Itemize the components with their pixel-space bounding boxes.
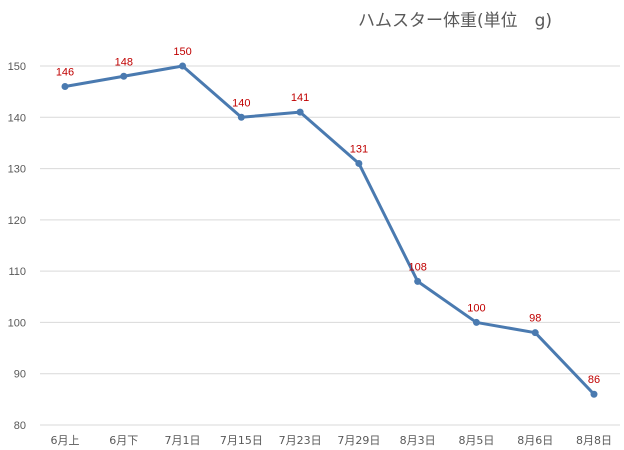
data-label: 146	[56, 67, 74, 79]
y-tick-label-130: 130	[8, 164, 26, 176]
series-line	[63, 64, 596, 396]
data-label: 131	[350, 143, 368, 155]
y-tick-label-140: 140	[8, 112, 26, 124]
x-tick-label: 8月5日	[458, 434, 494, 447]
data-label: 140	[232, 97, 250, 109]
data-point	[179, 62, 187, 70]
x-tick-label: 7月15日	[220, 434, 263, 447]
x-tick-label: 8月8日	[576, 434, 612, 447]
x-axis-ticks: 6月上 6月下 7月1日 7月15日 7月23日 7月29日 8月3日 8月5日 8月6日 8月8…	[51, 434, 613, 447]
x-tick-label: 8月6日	[517, 434, 553, 447]
data-point	[61, 83, 69, 91]
data-label: 148	[115, 56, 133, 68]
series-group	[61, 62, 598, 398]
data-label: 108	[408, 261, 426, 273]
x-tick-label: 6月上	[51, 434, 80, 447]
data-point	[590, 390, 598, 398]
data-label: 98	[529, 313, 541, 325]
y-tick-label-100: 100	[8, 317, 26, 329]
y-tick-label-120: 120	[8, 215, 26, 227]
data-label: 86	[588, 374, 600, 386]
x-tick-label: 7月1日	[165, 434, 201, 447]
x-tick-label: 8月3日	[400, 434, 436, 447]
chart-title: ハムスター体重(単位 g)	[358, 11, 552, 31]
data-labels: 146 148 150 140 141 131 108 100 98 86	[56, 46, 600, 386]
gridlines	[40, 65, 620, 426]
data-point	[296, 108, 304, 116]
y-axis-ticks: 80 90 100 110 120 130 140 150	[8, 61, 26, 432]
data-point	[414, 277, 422, 285]
data-label: 100	[467, 302, 485, 314]
x-tick-label: 7月29日	[337, 434, 380, 447]
data-label: 150	[173, 46, 191, 58]
y-tick-label-90: 90	[14, 369, 26, 381]
data-label: 141	[291, 92, 309, 104]
y-tick-label-110: 110	[8, 266, 26, 278]
data-point	[531, 329, 539, 337]
data-point	[472, 318, 480, 326]
x-tick-label: 7月23日	[279, 434, 322, 447]
y-tick-label-80: 80	[14, 420, 26, 432]
y-tick-label-150: 150	[8, 61, 26, 73]
data-point	[120, 72, 128, 80]
data-point	[237, 113, 245, 121]
x-tick-label: 6月下	[109, 434, 138, 447]
data-point	[355, 159, 363, 167]
